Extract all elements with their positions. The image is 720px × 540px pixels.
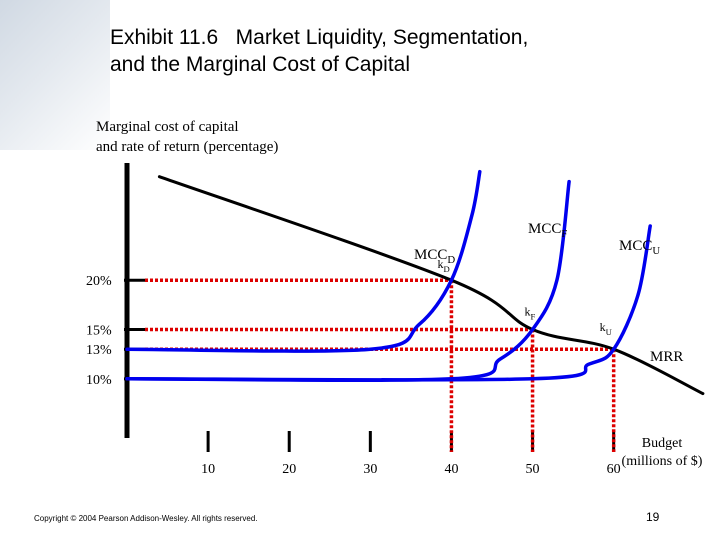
- y-tick-label: 15%: [86, 324, 112, 339]
- x-tick-label: 40: [444, 462, 458, 477]
- corner-decoration: [0, 0, 110, 150]
- title-line-2: and the Marginal Cost of Capital: [110, 53, 410, 76]
- x-axis-title-line-2: (millions of $): [621, 454, 703, 469]
- x-tick-label: 50: [526, 462, 540, 477]
- y-axis-title-line-1: Marginal cost of capital: [96, 119, 239, 135]
- x-tick-label: 20: [282, 462, 296, 477]
- x-tick-label: 10: [201, 462, 215, 477]
- mcc-label-f: MCCF: [528, 221, 567, 240]
- y-tick-label: 20%: [86, 274, 112, 289]
- x-axis-title-line-1: Budget: [641, 436, 683, 451]
- point-label-ku: kU: [600, 320, 613, 337]
- x-tick-label: 30: [363, 462, 377, 477]
- mrr-label: MRR: [650, 349, 683, 365]
- title-line-1: Exhibit 11.6 Market Liquidity, Segmentat…: [110, 26, 529, 49]
- y-tick-label: 13%: [86, 343, 112, 358]
- x-axis-title: Budget (millions of $): [610, 435, 714, 471]
- point-label-kd: kD: [437, 257, 449, 274]
- point-label-kf: kF: [525, 305, 536, 322]
- mcc-curve-u: [125, 224, 652, 382]
- y-axis-title-line-2: and rate of return (percentage): [96, 139, 279, 155]
- mrr-line: [157, 175, 705, 396]
- x-tick-label: 60: [607, 462, 621, 477]
- mcc-label-u: MCCU: [619, 238, 660, 257]
- mcc-curve-d: [125, 169, 482, 353]
- page-number: 19: [646, 510, 660, 524]
- slide-title: Exhibit 11.6 Market Liquidity, Segmentat…: [110, 24, 528, 78]
- y-tick-label: 10%: [86, 373, 112, 388]
- y-axis-title: Marginal cost of capital and rate of ret…: [96, 117, 278, 157]
- copyright-notice: Copyright © 2004 Pearson Addison-Wesley.…: [34, 514, 258, 523]
- mcc-label-d: MCCD: [414, 247, 455, 266]
